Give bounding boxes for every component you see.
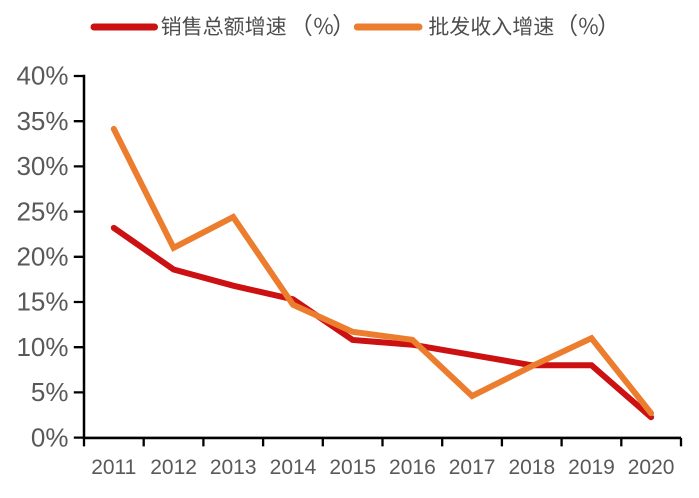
svg-text:35%: 35% bbox=[16, 106, 68, 136]
svg-text:2019: 2019 bbox=[568, 456, 615, 479]
svg-text:2013: 2013 bbox=[210, 456, 257, 479]
svg-text:2017: 2017 bbox=[449, 456, 496, 479]
svg-text:25%: 25% bbox=[16, 196, 68, 226]
svg-text:2014: 2014 bbox=[270, 456, 317, 479]
svg-text:2012: 2012 bbox=[150, 456, 197, 479]
svg-text:40%: 40% bbox=[16, 61, 68, 91]
svg-text:30%: 30% bbox=[16, 151, 68, 181]
svg-text:5%: 5% bbox=[31, 377, 69, 407]
svg-text:2016: 2016 bbox=[389, 456, 436, 479]
svg-text:10%: 10% bbox=[16, 332, 68, 362]
svg-text:2020: 2020 bbox=[628, 456, 675, 479]
svg-text:2018: 2018 bbox=[508, 456, 555, 479]
svg-text:0%: 0% bbox=[31, 422, 69, 452]
svg-text:15%: 15% bbox=[16, 287, 68, 317]
svg-text:2015: 2015 bbox=[329, 456, 376, 479]
svg-text:2011: 2011 bbox=[91, 456, 136, 479]
svg-text:20%: 20% bbox=[16, 242, 68, 272]
